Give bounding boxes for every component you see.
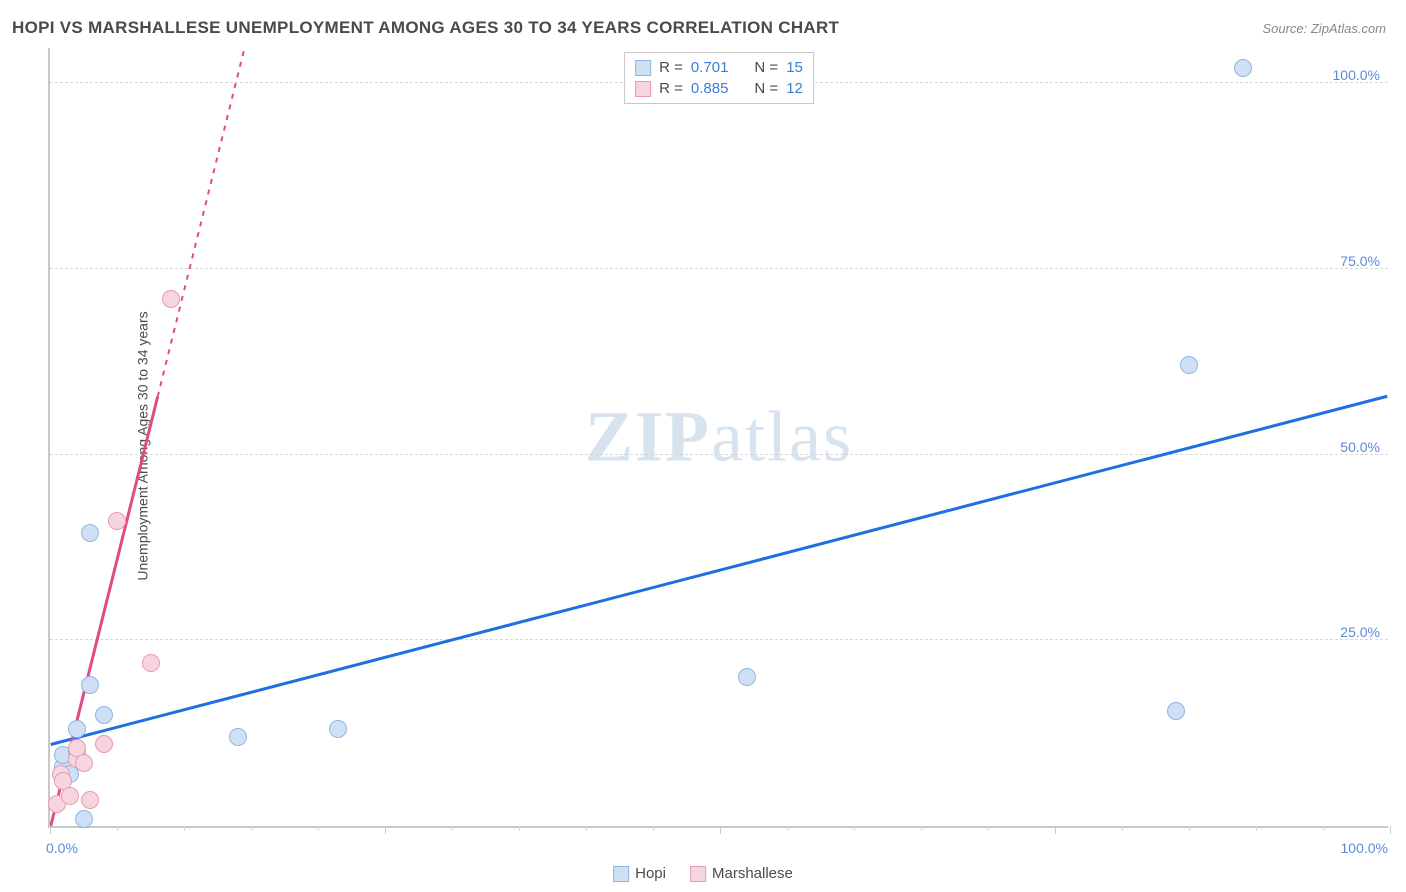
chart-header: HOPI VS MARSHALLESE UNEMPLOYMENT AMONG A…: [12, 18, 1386, 38]
gridline: [50, 639, 1388, 640]
stats-n-label: N =: [754, 80, 778, 97]
stats-r-value: 0.885: [691, 80, 729, 97]
x-tick: [988, 826, 989, 831]
trend-lines: [50, 48, 1388, 826]
stats-r-label: R =: [659, 80, 683, 97]
x-tick: [452, 826, 453, 831]
legend-swatch: [635, 60, 651, 76]
scatter-point: [1234, 59, 1252, 77]
legend-label: Marshallese: [712, 865, 793, 882]
plot-area: ZIPatlas 25.0% 50.0% 75.0% 100.0% R = 0.701 N…: [48, 48, 1388, 828]
stats-legend-row: R = 0.701 N = 15: [635, 57, 803, 78]
watermark-rest: atlas: [711, 397, 853, 477]
scatter-point: [95, 706, 113, 724]
scatter-point: [1167, 702, 1185, 720]
stats-n-value: 15: [786, 59, 803, 76]
scatter-point: [162, 290, 180, 308]
stats-n-label: N =: [754, 59, 778, 76]
scatter-point: [68, 720, 86, 738]
x-tick-label-100: 100.0%: [1341, 840, 1388, 856]
stats-legend-row: R = 0.885 N = 12: [635, 78, 803, 99]
x-tick: [251, 826, 252, 831]
scatter-point: [75, 810, 93, 828]
scatter-point: [329, 720, 347, 738]
x-tick: [50, 826, 51, 834]
scatter-point: [108, 512, 126, 530]
scatter-point: [61, 787, 79, 805]
x-tick: [117, 826, 118, 831]
legend-swatch: [613, 866, 629, 882]
x-tick: [787, 826, 788, 831]
y-tick-label: 75.0%: [1340, 253, 1380, 269]
stats-r-value: 0.701: [691, 59, 729, 76]
gridline: [50, 454, 1388, 455]
x-tick: [318, 826, 319, 831]
x-tick: [854, 826, 855, 831]
watermark: ZIPatlas: [585, 396, 853, 479]
scatter-point: [95, 735, 113, 753]
chart-source: Source: ZipAtlas.com: [1262, 21, 1386, 36]
legend-swatch: [690, 866, 706, 882]
x-tick: [184, 826, 185, 831]
x-tick: [653, 826, 654, 831]
x-tick-label-0: 0.0%: [46, 840, 78, 856]
x-tick: [1256, 826, 1257, 831]
scatter-point: [81, 676, 99, 694]
scatter-point: [142, 654, 160, 672]
scatter-point: [75, 754, 93, 772]
x-tick: [586, 826, 587, 831]
y-tick-label: 50.0%: [1340, 439, 1380, 455]
stats-legend: R = 0.701 N = 15 R = 0.885 N = 12: [624, 52, 814, 104]
x-tick: [385, 826, 386, 834]
scatter-point: [229, 728, 247, 746]
scatter-point: [81, 524, 99, 542]
scatter-point: [1180, 356, 1198, 374]
y-tick-label: 100.0%: [1333, 67, 1380, 83]
x-tick: [1189, 826, 1190, 831]
y-tick-label: 25.0%: [1340, 624, 1380, 640]
legend-swatch: [635, 81, 651, 97]
chart-title: HOPI VS MARSHALLESE UNEMPLOYMENT AMONG A…: [12, 18, 839, 38]
scatter-point: [81, 791, 99, 809]
x-tick: [1122, 826, 1123, 831]
stats-r-label: R =: [659, 59, 683, 76]
x-tick: [1323, 826, 1324, 831]
legend-item: Marshallese: [690, 865, 793, 882]
watermark-bold: ZIP: [585, 397, 711, 477]
x-tick: [921, 826, 922, 831]
x-tick: [720, 826, 721, 834]
legend-item: Hopi: [613, 865, 666, 882]
scatter-point: [738, 668, 756, 686]
stats-n-value: 12: [786, 80, 803, 97]
bottom-legend: Hopi Marshallese: [613, 865, 793, 882]
legend-label: Hopi: [635, 865, 666, 882]
x-tick: [519, 826, 520, 831]
x-tick: [1055, 826, 1056, 834]
gridline: [50, 268, 1388, 269]
x-tick: [1390, 826, 1391, 834]
